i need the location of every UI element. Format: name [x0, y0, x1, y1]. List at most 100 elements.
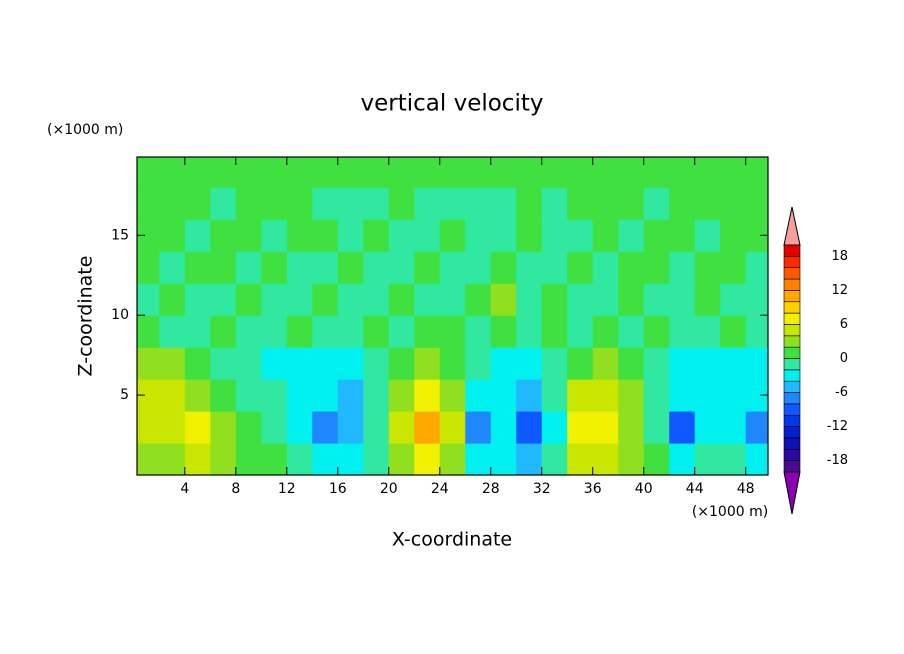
- contour-cell: [694, 157, 721, 188]
- contour-cell: [235, 187, 262, 220]
- contour-cell: [720, 443, 747, 475]
- contour-cell: [337, 379, 364, 412]
- contour-cell: [643, 283, 670, 316]
- x-axis-label: X-coordinate: [392, 529, 512, 551]
- contour-cell: [184, 157, 211, 188]
- contour-cell: [592, 157, 619, 188]
- contour-cell: [414, 219, 441, 252]
- contour-cell: [694, 251, 721, 284]
- contour-cell: [439, 315, 466, 348]
- contour-cell: [694, 219, 721, 252]
- colorbar-tick-label: 0: [840, 351, 848, 366]
- colorbar-band: [783, 244, 801, 257]
- contour-cell: [567, 411, 594, 444]
- contour-cell: [312, 315, 339, 348]
- contour-cell: [745, 443, 768, 475]
- contour-cell: [439, 219, 466, 252]
- contour-cell: [159, 251, 186, 284]
- contour-cell: [388, 219, 415, 252]
- contour-cell: [490, 251, 517, 284]
- colorbar-band: [783, 380, 801, 393]
- contour-cell: [465, 411, 492, 444]
- contour-cell: [643, 187, 670, 220]
- contour-cell: [490, 379, 517, 412]
- contour-cell: [363, 157, 390, 188]
- contour-cell: [337, 157, 364, 188]
- contour-field: [137, 157, 768, 475]
- x-tick-label: 48: [737, 481, 755, 497]
- contour-cell: [184, 379, 211, 412]
- contour-cell: [286, 411, 313, 444]
- contour-cell: [592, 379, 619, 412]
- contour-cell: [388, 411, 415, 444]
- contour-cell: [490, 315, 517, 348]
- x-tick-label: 36: [584, 481, 602, 497]
- contour-cell: [363, 379, 390, 412]
- contour-cell: [439, 187, 466, 220]
- contour-cell: [414, 283, 441, 316]
- contour-cell: [592, 443, 619, 475]
- contour-cell: [745, 157, 768, 188]
- contour-cell: [516, 347, 543, 380]
- contour-cell: [618, 443, 645, 475]
- x-tick-label: 24: [431, 481, 449, 497]
- contour-cell: [643, 347, 670, 380]
- contour-cell: [312, 187, 339, 220]
- contour-cell: [516, 157, 543, 188]
- colorbar-band: [783, 392, 801, 405]
- contour-cell: [210, 219, 237, 252]
- contour-cell: [337, 315, 364, 348]
- contour-cell: [465, 187, 492, 220]
- contour-cell: [541, 347, 568, 380]
- contour-cell: [210, 379, 237, 412]
- contour-cell: [210, 315, 237, 348]
- contour-cell: [669, 315, 696, 348]
- contour-cell: [261, 219, 288, 252]
- contour-cell: [745, 187, 768, 220]
- contour-cell: [516, 411, 543, 444]
- contour-cell: [159, 411, 186, 444]
- contour-cell: [137, 283, 160, 316]
- contour-cell: [159, 379, 186, 412]
- contour-cell: [720, 219, 747, 252]
- contour-cell: [745, 283, 768, 316]
- contour-cell: [490, 347, 517, 380]
- contour-cell: [159, 219, 186, 252]
- colorbar-band: [783, 437, 801, 450]
- contour-cell: [159, 187, 186, 220]
- contour-cell: [235, 411, 262, 444]
- contour-cell: [669, 157, 696, 188]
- contour-cell: [669, 443, 696, 475]
- contour-cell: [235, 315, 262, 348]
- contour-cell: [137, 443, 160, 475]
- x-tick-label: 12: [278, 481, 296, 497]
- contour-cell: [261, 411, 288, 444]
- contour-cell: [184, 443, 211, 475]
- contour-cell: [388, 251, 415, 284]
- contour-cell: [159, 157, 186, 188]
- contour-cell: [312, 251, 339, 284]
- contour-cell: [337, 443, 364, 475]
- contour-cell: [592, 347, 619, 380]
- colorbar-over: [783, 206, 801, 246]
- contour-cell: [312, 347, 339, 380]
- contour-cell: [694, 315, 721, 348]
- contour-cell: [388, 315, 415, 348]
- contour-cell: [490, 283, 517, 316]
- contour-cell: [261, 315, 288, 348]
- contour-cell: [541, 187, 568, 220]
- colorbar-tick-label: -6: [835, 385, 848, 400]
- contour-cell: [388, 379, 415, 412]
- contour-cell: [337, 283, 364, 316]
- contour-cell: [286, 379, 313, 412]
- y-tick-label: 15: [111, 227, 129, 243]
- contour-cell: [414, 157, 441, 188]
- contour-cell: [618, 251, 645, 284]
- contour-cell: [159, 443, 186, 475]
- contour-cell: [286, 251, 313, 284]
- contour-cell: [439, 443, 466, 475]
- contour-cell: [388, 283, 415, 316]
- contour-cell: [541, 443, 568, 475]
- colorbar-band: [783, 414, 801, 427]
- contour-cell: [618, 283, 645, 316]
